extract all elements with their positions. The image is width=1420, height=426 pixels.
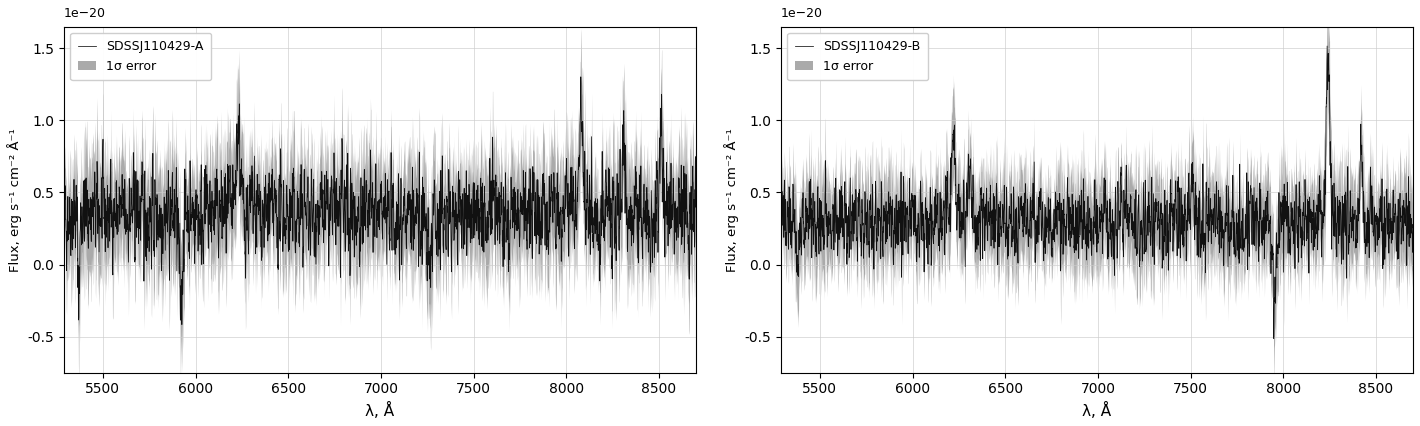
X-axis label: λ, Å: λ, Å xyxy=(1082,402,1112,419)
SDSSJ110429-A xyxy=(173,322,190,327)
Y-axis label: Flux, erg s⁻¹ cm⁻² Å⁻¹: Flux, erg s⁻¹ cm⁻² Å⁻¹ xyxy=(7,128,21,271)
SDSSJ110429-A xyxy=(488,217,506,222)
SDSSJ110429-B xyxy=(1204,211,1221,216)
SDSSJ110429-B xyxy=(1265,336,1282,341)
Text: 1e−20: 1e−20 xyxy=(781,6,822,20)
SDSSJ110429-A xyxy=(572,74,589,79)
SDSSJ110429-B xyxy=(1366,217,1383,222)
SDSSJ110429-A xyxy=(687,203,704,208)
Line: SDSSJ110429-A: SDSSJ110429-A xyxy=(64,77,696,325)
SDSSJ110429-A xyxy=(383,236,400,241)
Legend: SDSSJ110429-A, 1σ error: SDSSJ110429-A, 1σ error xyxy=(70,33,212,80)
SDSSJ110429-A xyxy=(619,245,636,250)
SDSSJ110429-B xyxy=(772,210,790,216)
Legend: SDSSJ110429-B, 1σ error: SDSSJ110429-B, 1σ error xyxy=(787,33,929,80)
SDSSJ110429-A xyxy=(649,175,666,180)
SDSSJ110429-B xyxy=(1319,43,1336,49)
SDSSJ110429-A xyxy=(430,247,447,252)
SDSSJ110429-B xyxy=(1336,223,1353,228)
SDSSJ110429-A xyxy=(55,224,72,229)
SDSSJ110429-B xyxy=(1404,225,1420,230)
Y-axis label: Flux, erg s⁻¹ cm⁻² Å⁻¹: Flux, erg s⁻¹ cm⁻² Å⁻¹ xyxy=(724,128,738,271)
SDSSJ110429-B xyxy=(1100,254,1118,259)
X-axis label: λ, Å: λ, Å xyxy=(365,402,395,419)
Line: SDSSJ110429-B: SDSSJ110429-B xyxy=(781,46,1413,339)
SDSSJ110429-B xyxy=(1296,216,1314,221)
SDSSJ110429-A xyxy=(579,195,596,200)
Text: 1e−20: 1e−20 xyxy=(64,6,106,20)
SDSSJ110429-B xyxy=(1147,209,1164,214)
